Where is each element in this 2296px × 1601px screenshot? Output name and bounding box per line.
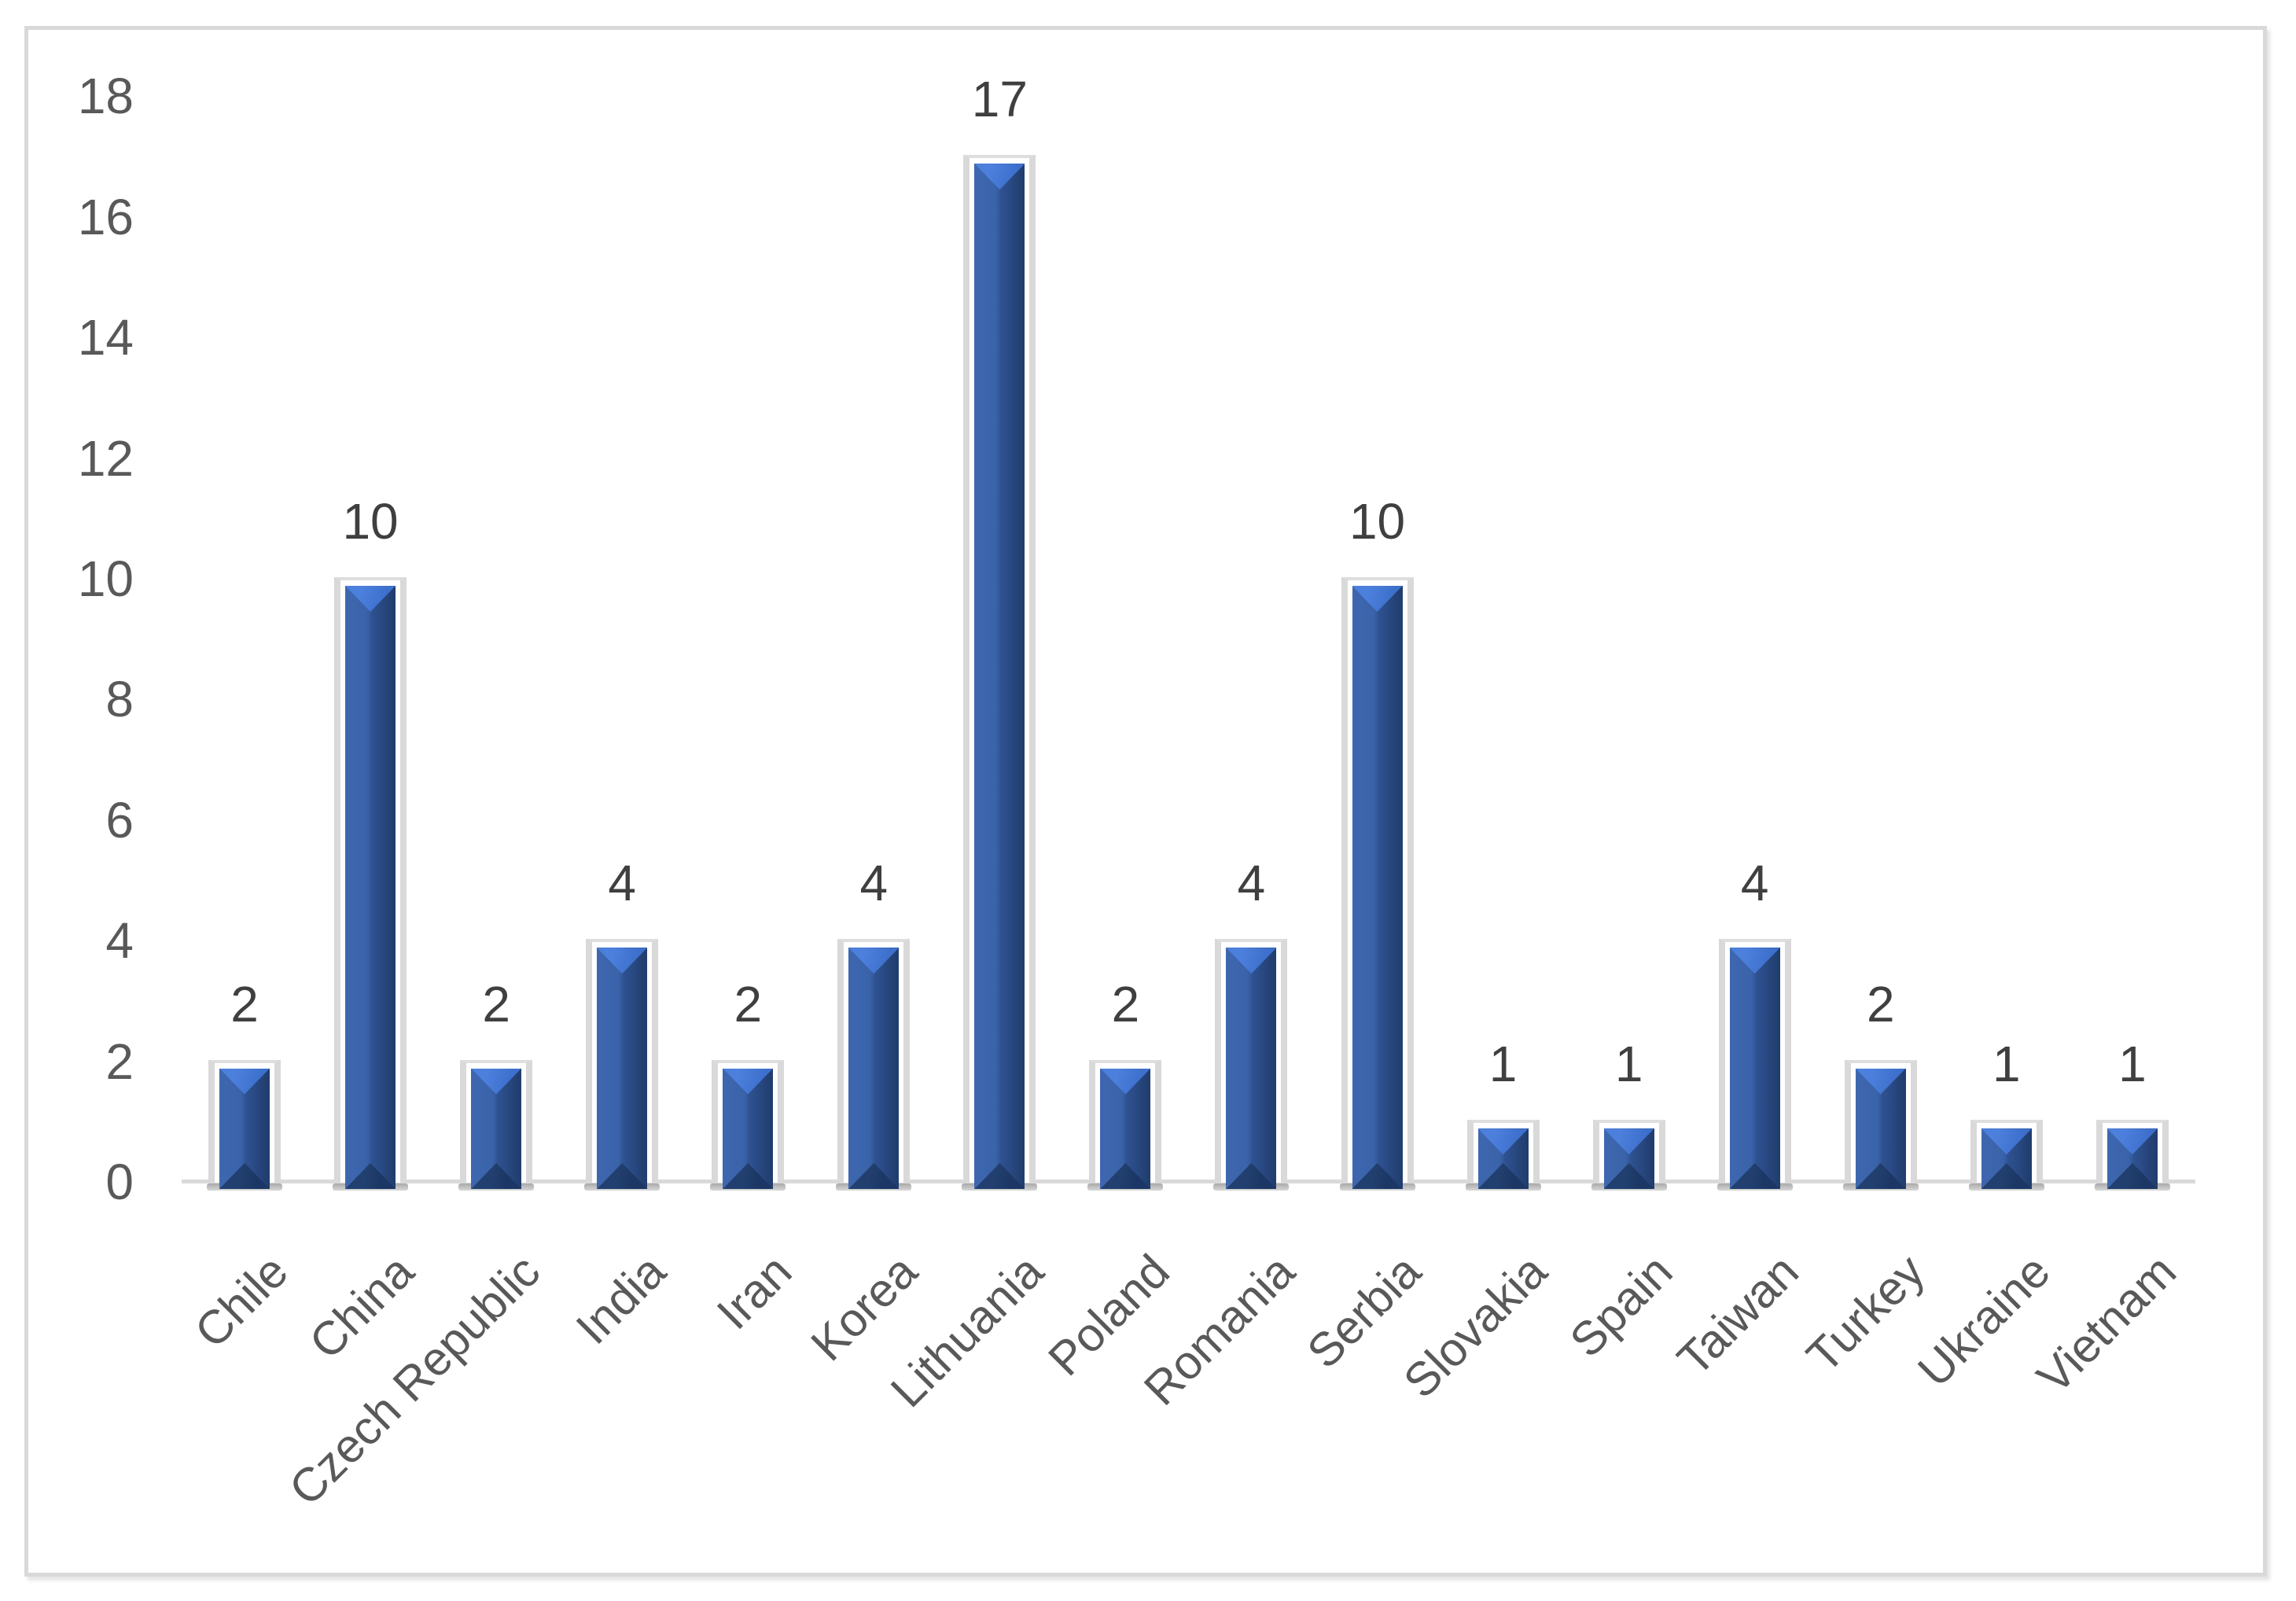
- bar-bottom-bevel: [345, 1163, 396, 1189]
- bar-romania: [1226, 948, 1277, 1189]
- bar-top-bevel: [597, 948, 648, 974]
- bar-taiwan: [1729, 948, 1780, 1189]
- bar-top-bevel: [1477, 1128, 1529, 1155]
- bar-top-bevel: [723, 1068, 774, 1095]
- bar-top-bevel: [1855, 1068, 1906, 1095]
- bar-top-bevel: [345, 586, 396, 612]
- bar-value-label: 10: [342, 493, 399, 550]
- bar-bottom-bevel: [848, 1162, 900, 1189]
- bar-bottom-bevel: [1352, 1163, 1403, 1189]
- bar-bottom-bevel: [219, 1162, 270, 1189]
- bar-lithuania: [974, 164, 1025, 1189]
- bar-slovakia: [1477, 1128, 1529, 1189]
- bar-top-bevel: [974, 164, 1025, 190]
- x-axis-line: [182, 1180, 2195, 1183]
- bar-value-label: 1: [1992, 1036, 2021, 1093]
- y-axis-tick-label: 18: [77, 68, 134, 125]
- bar-value-label: 2: [230, 975, 259, 1032]
- bar-value-label: 2: [482, 975, 510, 1032]
- bar-value-label: 4: [1740, 855, 1769, 912]
- bar-china: [345, 586, 396, 1189]
- bar-top-bevel: [219, 1068, 270, 1095]
- bar-czech-republic: [471, 1068, 522, 1189]
- bar-top-bevel: [1729, 948, 1780, 974]
- bar-top-bevel: [1226, 948, 1277, 974]
- bar-value-label: 1: [2118, 1036, 2147, 1093]
- bar-bottom-bevel: [1100, 1162, 1151, 1189]
- bar-bottom-bevel: [1729, 1162, 1780, 1189]
- bar-top-bevel: [1603, 1128, 1654, 1155]
- bar-value-label: 10: [1349, 493, 1406, 550]
- y-axis-tick-label: 16: [77, 188, 134, 245]
- y-axis-tick-label: 0: [105, 1154, 134, 1210]
- y-axis-tick-label: 2: [105, 1032, 134, 1090]
- bar-india: [597, 948, 648, 1189]
- bar-spain: [1603, 1128, 1654, 1189]
- bar-chile: [219, 1068, 270, 1189]
- bar-value-label: 17: [971, 71, 1028, 128]
- bar-value-label: 2: [734, 975, 763, 1032]
- bar-top-bevel: [2107, 1128, 2158, 1155]
- bar-top-bevel: [848, 948, 900, 974]
- bar-bottom-bevel: [1855, 1162, 1906, 1189]
- bar-top-bevel: [1100, 1068, 1151, 1095]
- bar-value-label: 4: [1237, 855, 1266, 912]
- bar-serbia: [1352, 586, 1403, 1189]
- y-axis-tick-label: 12: [77, 429, 134, 487]
- y-axis-tick-label: 14: [77, 309, 134, 366]
- bar-bottom-bevel: [2107, 1162, 2158, 1189]
- bar-korea: [848, 948, 900, 1189]
- y-axis-tick-label: 6: [105, 791, 134, 848]
- bar-ukraine: [1981, 1128, 2032, 1189]
- bar-value-label: 4: [859, 855, 889, 912]
- bar-value-label: 2: [1111, 975, 1140, 1032]
- bar-bottom-bevel: [974, 1162, 1025, 1189]
- bar-bottom-bevel: [597, 1162, 648, 1189]
- bar-vietnam: [2107, 1128, 2158, 1189]
- bar-bottom-bevel: [471, 1162, 522, 1189]
- y-axis-tick-label: 10: [77, 550, 134, 607]
- bar-bottom-bevel: [1226, 1162, 1277, 1189]
- bar-value-label: 1: [1488, 1036, 1518, 1093]
- bar-bottom-bevel: [1603, 1162, 1654, 1189]
- y-axis-tick-label: 4: [105, 912, 134, 970]
- bar-top-bevel: [471, 1068, 522, 1095]
- bar-value-label: 4: [608, 855, 636, 912]
- bar-bottom-bevel: [1981, 1162, 2032, 1189]
- y-axis-tick-label: 8: [105, 671, 134, 728]
- bar-bottom-bevel: [723, 1162, 774, 1189]
- bar-bottom-bevel: [1477, 1162, 1529, 1189]
- bar-poland: [1100, 1068, 1151, 1189]
- bar-top-bevel: [1352, 586, 1403, 612]
- bar-value-label: 1: [1614, 1036, 1643, 1093]
- bar-top-bevel: [1981, 1128, 2032, 1155]
- bar-turkey: [1855, 1068, 1906, 1189]
- bar-iran: [723, 1068, 774, 1189]
- bar-value-label: 2: [1866, 975, 1895, 1032]
